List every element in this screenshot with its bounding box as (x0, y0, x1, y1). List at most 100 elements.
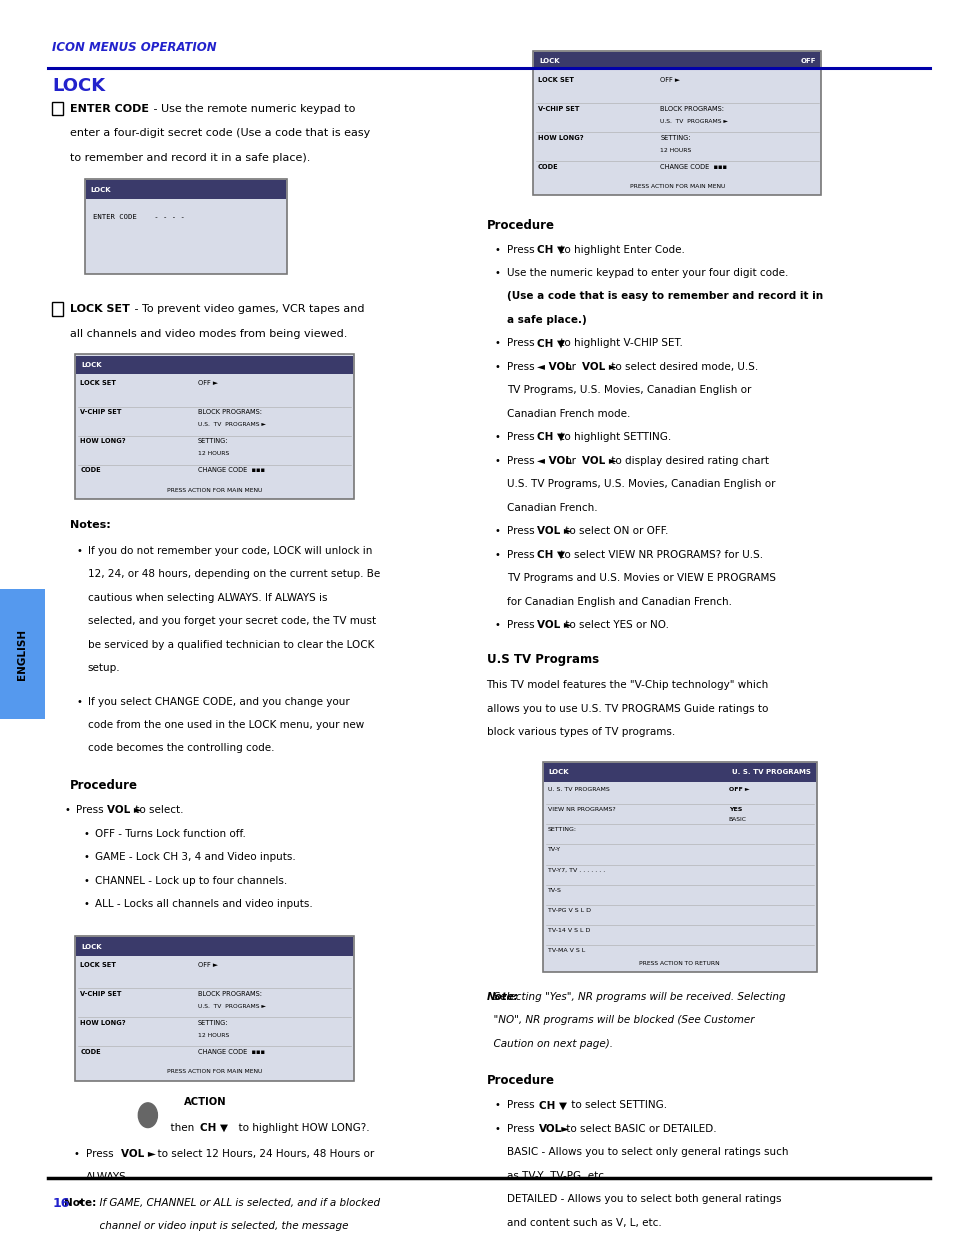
Text: code becomes the controlling code.: code becomes the controlling code. (88, 743, 274, 753)
Text: CODE: CODE (80, 468, 101, 473)
Text: •: • (494, 526, 499, 536)
Text: PRESS ACTION FOR MAIN MENU: PRESS ACTION FOR MAIN MENU (629, 184, 724, 189)
Text: If you do not remember your code, LOCK will unlock in: If you do not remember your code, LOCK w… (88, 546, 372, 556)
Text: CH ▼: CH ▼ (537, 245, 564, 254)
Text: CH ▼: CH ▼ (537, 338, 564, 348)
Text: CHANGE CODE  ▪▪▪: CHANGE CODE ▪▪▪ (198, 468, 265, 473)
Text: 12 HOURS: 12 HOURS (198, 1034, 229, 1039)
Text: CH ▼: CH ▼ (537, 550, 564, 559)
Text: SETTING:: SETTING: (198, 1020, 229, 1026)
Text: Use the numeric keypad to enter your four digit code.: Use the numeric keypad to enter your fou… (506, 268, 787, 278)
Text: U.S TV Programs: U.S TV Programs (486, 653, 598, 667)
Text: V-CHIP SET: V-CHIP SET (80, 992, 122, 997)
Text: VOL ►: VOL ► (107, 805, 141, 815)
Text: Procedure: Procedure (486, 1074, 554, 1088)
Text: V-CHIP SET: V-CHIP SET (537, 106, 579, 111)
Text: VOL ►: VOL ► (537, 526, 571, 536)
FancyBboxPatch shape (75, 354, 354, 499)
FancyBboxPatch shape (75, 936, 354, 1081)
Bar (0, 589, 45, 719)
Text: to remember and record it in a safe place).: to remember and record it in a safe plac… (70, 153, 310, 163)
Text: •: • (494, 338, 499, 348)
Text: ◄ VOL: ◄ VOL (537, 456, 571, 466)
Text: to select 12 Hours, 24 Hours, 48 Hours or: to select 12 Hours, 24 Hours, 48 Hours o… (151, 1149, 374, 1158)
Text: VOL►: VOL► (538, 1124, 570, 1134)
Text: Press: Press (506, 1124, 537, 1134)
Circle shape (138, 1103, 157, 1128)
Text: Press: Press (76, 805, 107, 815)
Text: Press: Press (506, 456, 537, 466)
Text: LOCK SET: LOCK SET (80, 962, 116, 968)
FancyBboxPatch shape (533, 51, 821, 195)
Text: U.S.  TV  PROGRAMS ►: U.S. TV PROGRAMS ► (198, 1004, 266, 1009)
Text: VOL ►: VOL ► (121, 1149, 156, 1158)
Text: BLOCK PROGRAMS:: BLOCK PROGRAMS: (659, 106, 723, 111)
Text: DETAILED - Allows you to select both general ratings: DETAILED - Allows you to select both gen… (506, 1194, 781, 1204)
Text: U.S.  TV  PROGRAMS ►: U.S. TV PROGRAMS ► (659, 119, 727, 124)
Text: •: • (494, 1100, 499, 1110)
Text: VOL ►: VOL ► (537, 620, 571, 630)
FancyBboxPatch shape (85, 179, 287, 274)
Text: U. S. TV PROGRAMS: U. S. TV PROGRAMS (547, 787, 609, 792)
Text: Selecting "Yes", NR programs will be received. Selecting: Selecting "Yes", NR programs will be rec… (486, 992, 784, 1002)
Text: ENTER CODE    - - - -: ENTER CODE - - - - (93, 214, 185, 220)
Text: and content such as V, L, etc.: and content such as V, L, etc. (506, 1218, 660, 1228)
Text: BLOCK PROGRAMS:: BLOCK PROGRAMS: (198, 992, 262, 997)
Text: OFF ►: OFF ► (198, 380, 218, 387)
Text: 16: 16 (52, 1197, 70, 1210)
Bar (52, 101, 63, 115)
Text: PRESS ACTION TO RETURN: PRESS ACTION TO RETURN (639, 961, 720, 966)
Text: Procedure: Procedure (486, 219, 554, 232)
Bar (76, 356, 353, 374)
Text: block various types of TV programs.: block various types of TV programs. (486, 727, 674, 737)
Text: LOCK SET: LOCK SET (70, 304, 130, 314)
Text: TV-Y: TV-Y (547, 847, 560, 852)
Text: VOL ►: VOL ► (581, 456, 617, 466)
Text: to select.: to select. (132, 805, 183, 815)
Text: or: or (561, 362, 578, 372)
Text: channel or video input is selected, the message: channel or video input is selected, the … (92, 1221, 348, 1231)
Text: OFF ►: OFF ► (659, 77, 679, 83)
Text: 12 HOURS: 12 HOURS (198, 452, 229, 457)
Text: - Use the remote numeric keypad to: - Use the remote numeric keypad to (150, 104, 355, 114)
Text: Canadian French.: Canadian French. (506, 503, 597, 513)
Text: TV-14 V S L D: TV-14 V S L D (547, 927, 589, 932)
Text: •: • (494, 432, 499, 442)
Text: Press: Press (506, 526, 537, 536)
Text: This TV model features the "V-Chip technology" which: This TV model features the "V-Chip techn… (486, 680, 768, 690)
Text: •: • (76, 697, 82, 706)
FancyBboxPatch shape (542, 762, 816, 972)
Text: PRESS ACTION FOR MAIN MENU: PRESS ACTION FOR MAIN MENU (167, 1070, 262, 1074)
Text: TV-PG V S L D: TV-PG V S L D (547, 908, 590, 913)
Text: to select SETTING.: to select SETTING. (567, 1100, 666, 1110)
Text: BASIC: BASIC (728, 818, 746, 823)
Text: •: • (494, 245, 499, 254)
Text: •: • (494, 268, 499, 278)
Text: CHANGE CODE  ▪▪▪: CHANGE CODE ▪▪▪ (198, 1050, 265, 1055)
Text: Press: Press (506, 620, 537, 630)
Text: selected, and you forget your secret code, the TV must: selected, and you forget your secret cod… (88, 616, 375, 626)
Bar (86, 180, 286, 199)
Text: Note:: Note: (486, 992, 517, 1002)
Text: to highlight HOW LONG?.: to highlight HOW LONG?. (232, 1123, 369, 1132)
Text: ALL - Locks all channels and video inputs.: ALL - Locks all channels and video input… (95, 899, 313, 909)
Text: CODE: CODE (537, 164, 558, 169)
Text: setup.: setup. (88, 663, 120, 673)
Text: Press: Press (506, 338, 537, 348)
Text: TV-S: TV-S (547, 888, 561, 893)
Text: CODE: CODE (80, 1050, 101, 1055)
Text: U.S. TV Programs, U.S. Movies, Canadian English or: U.S. TV Programs, U.S. Movies, Canadian … (506, 479, 774, 489)
Text: ◄ VOL: ◄ VOL (537, 362, 571, 372)
Text: •: • (73, 1149, 79, 1158)
Text: 12, 24, or 48 hours, depending on the current setup. Be: 12, 24, or 48 hours, depending on the cu… (88, 569, 379, 579)
Text: •: • (494, 456, 499, 466)
Text: (Use a code that is easy to remember and record it in: (Use a code that is easy to remember and… (506, 291, 821, 301)
Text: TV Programs, U.S. Movies, Canadian English or: TV Programs, U.S. Movies, Canadian Engli… (506, 385, 750, 395)
Text: Press: Press (506, 550, 537, 559)
Text: code from the one used in the LOCK menu, your new: code from the one used in the LOCK menu,… (88, 720, 364, 730)
Text: CH ▼: CH ▼ (200, 1123, 228, 1132)
Text: BLOCK PROGRAMS:: BLOCK PROGRAMS: (198, 410, 262, 415)
Text: - To prevent video games, VCR tapes and: - To prevent video games, VCR tapes and (131, 304, 364, 314)
Text: LOCK: LOCK (81, 944, 102, 950)
Text: SETTING:: SETTING: (547, 827, 576, 832)
